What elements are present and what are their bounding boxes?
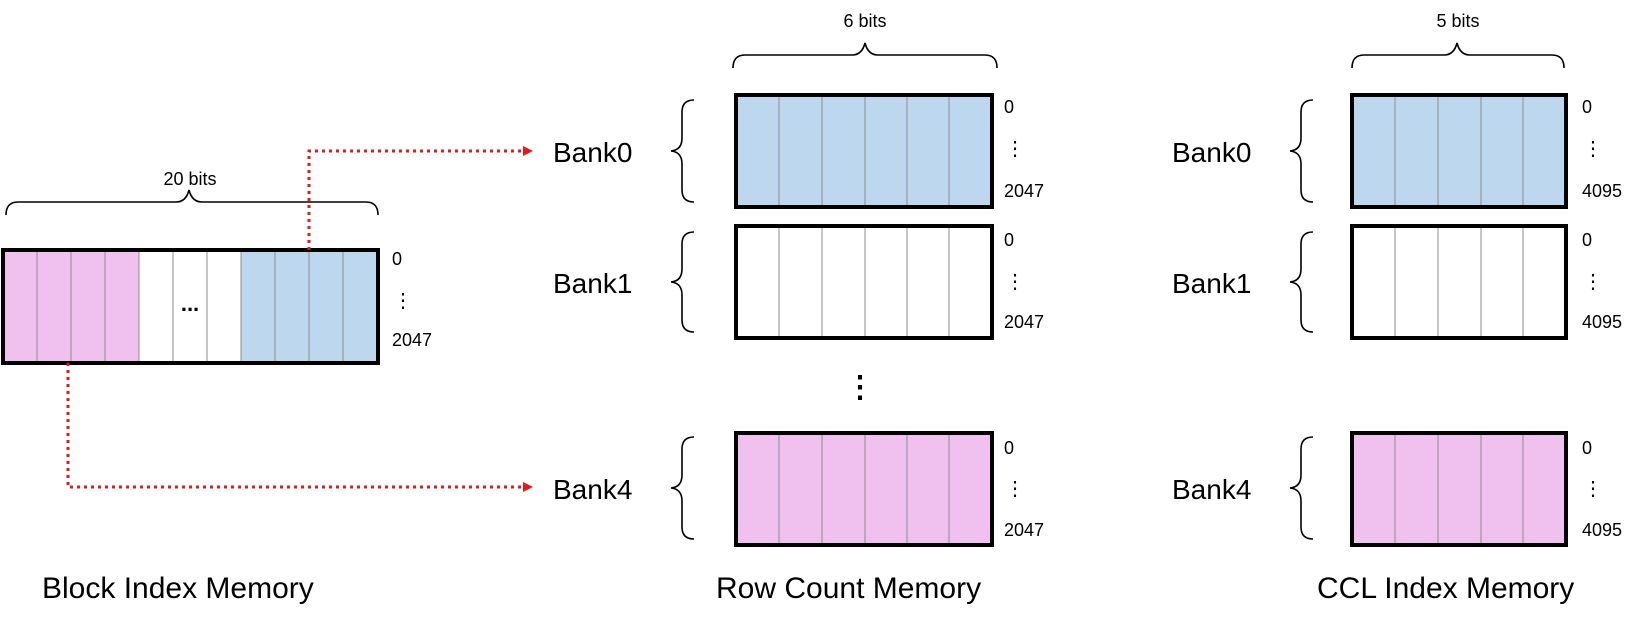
row-count-width-brace bbox=[732, 42, 998, 69]
row-count-bank4-dividers bbox=[778, 433, 950, 545]
row-count-bank4-border bbox=[734, 431, 994, 547]
ccl-index-bank1: Bank1 0 ⋮ 4095 bbox=[1172, 224, 1622, 340]
row-count-bank0-fill bbox=[736, 95, 992, 207]
ccl-index-bank4-brace bbox=[1289, 436, 1314, 540]
row-count-bank-gap-dots: ⋮ bbox=[845, 371, 875, 404]
ccl-index-bank0-brace bbox=[1289, 99, 1314, 203]
blue-fields-to-bank0-arrow bbox=[307, 146, 533, 250]
ccl-index-bank0-addr-top: 0 bbox=[1582, 97, 1592, 117]
ccl-index-bank4-label: Bank4 bbox=[1172, 474, 1251, 505]
mapping-arrows bbox=[66, 146, 533, 492]
ccl-index-bank4-dividers bbox=[1394, 433, 1524, 545]
ccl-index-width-label: 5 bits bbox=[1436, 11, 1479, 31]
row-count-memory: 6 bits Bank0 0 ⋮ 2047 Bank1 bbox=[553, 11, 1044, 605]
block-index-width-label: 20 bits bbox=[163, 169, 216, 189]
ccl-index-bank0-border bbox=[1350, 93, 1568, 209]
ccl-index-bank4-addr-dots: ⋮ bbox=[1583, 478, 1603, 500]
row-count-bank1-addr-dots: ⋮ bbox=[1005, 271, 1025, 293]
row-count-bank4-addr-dots: ⋮ bbox=[1005, 478, 1025, 500]
ccl-index-bank0: Bank0 0 ⋮ 4095 bbox=[1172, 93, 1622, 209]
row-count-bank1-brace bbox=[670, 231, 695, 333]
ccl-index-title: CCL Index Memory bbox=[1317, 572, 1574, 605]
row-count-bank1-dividers bbox=[778, 226, 950, 338]
ccl-index-bank1-addr-top: 0 bbox=[1582, 230, 1592, 250]
ccl-index-bank1-label: Bank1 bbox=[1172, 268, 1251, 299]
row-count-bank0-label: Bank0 bbox=[553, 137, 632, 168]
row-count-bank1-label: Bank1 bbox=[553, 268, 632, 299]
ccl-index-bank4-addr-bottom: 4095 bbox=[1582, 520, 1622, 540]
row-count-bank1-addr-top: 0 bbox=[1004, 230, 1014, 250]
row-count-bank4-addr-top: 0 bbox=[1004, 438, 1014, 458]
row-count-width-label: 6 bits bbox=[843, 11, 886, 31]
ccl-index-bank1-brace bbox=[1289, 231, 1314, 333]
ccl-index-bank1-addr-dots: ⋮ bbox=[1583, 271, 1603, 293]
row-count-bank0-addr-bottom: 2047 bbox=[1004, 181, 1044, 201]
row-count-bank4-label: Bank4 bbox=[553, 474, 632, 505]
ccl-index-bank0-label: Bank0 bbox=[1172, 137, 1251, 168]
block-index-field-dividers bbox=[36, 250, 344, 363]
row-count-bank4-brace bbox=[670, 436, 695, 540]
row-count-title: Row Count Memory bbox=[716, 572, 981, 605]
ccl-index-bank0-addr-dots: ⋮ bbox=[1583, 138, 1603, 160]
pink-fields-to-bank4-arrow bbox=[66, 363, 533, 492]
block-index-addr-dots: ⋮ bbox=[393, 290, 413, 312]
row-count-bank0: Bank0 0 ⋮ 2047 bbox=[553, 93, 1044, 209]
row-count-bank1-addr-bottom: 2047 bbox=[1004, 312, 1044, 332]
ccl-index-bank4-addr-top: 0 bbox=[1582, 438, 1592, 458]
ccl-index-bank4-border bbox=[1350, 431, 1568, 547]
ccl-index-bank1-dividers bbox=[1394, 226, 1524, 338]
row-count-bank1: Bank1 0 ⋮ 2047 bbox=[553, 224, 1044, 340]
block-index-memory: 20 bits ... 0 ⋮ 2047 Block Index Memory bbox=[1, 169, 432, 605]
ccl-index-bank1-fill bbox=[1352, 226, 1566, 338]
block-index-width-brace bbox=[5, 189, 379, 216]
block-index-title: Block Index Memory bbox=[42, 572, 314, 605]
ccl-index-bank4-fill bbox=[1352, 433, 1566, 545]
row-count-bank1-fill bbox=[736, 226, 992, 338]
row-count-bank4: Bank4 0 ⋮ 2047 bbox=[553, 431, 1044, 547]
ccl-index-bank0-dividers bbox=[1394, 95, 1524, 207]
ccl-index-bank4: Bank4 0 ⋮ 4095 bbox=[1172, 431, 1622, 547]
row-count-bank0-brace bbox=[670, 99, 695, 203]
block-index-ellipsis: ... bbox=[181, 291, 199, 316]
ccl-index-bank0-addr-bottom: 4095 bbox=[1582, 181, 1622, 201]
block-index-border bbox=[1, 248, 380, 365]
row-count-bank0-addr-top: 0 bbox=[1004, 97, 1014, 117]
row-count-bank0-border bbox=[734, 93, 994, 209]
row-count-bank0-dividers bbox=[778, 95, 950, 207]
row-count-bank4-addr-bottom: 2047 bbox=[1004, 520, 1044, 540]
block-index-addr-top: 0 bbox=[392, 249, 402, 269]
row-count-bank0-addr-dots: ⋮ bbox=[1005, 138, 1025, 160]
row-count-bank1-border bbox=[734, 224, 994, 340]
ccl-index-bank1-border bbox=[1350, 224, 1568, 340]
ccl-index-bank1-addr-bottom: 4095 bbox=[1582, 312, 1622, 332]
block-index-addr-bottom: 2047 bbox=[392, 330, 432, 350]
ccl-index-width-brace bbox=[1351, 42, 1565, 69]
row-count-bank4-fill bbox=[736, 433, 992, 545]
ccl-index-memory: 5 bits Bank0 0 ⋮ 4095 Bank1 0 bbox=[1172, 11, 1622, 605]
ccl-index-bank0-fill bbox=[1352, 95, 1566, 207]
